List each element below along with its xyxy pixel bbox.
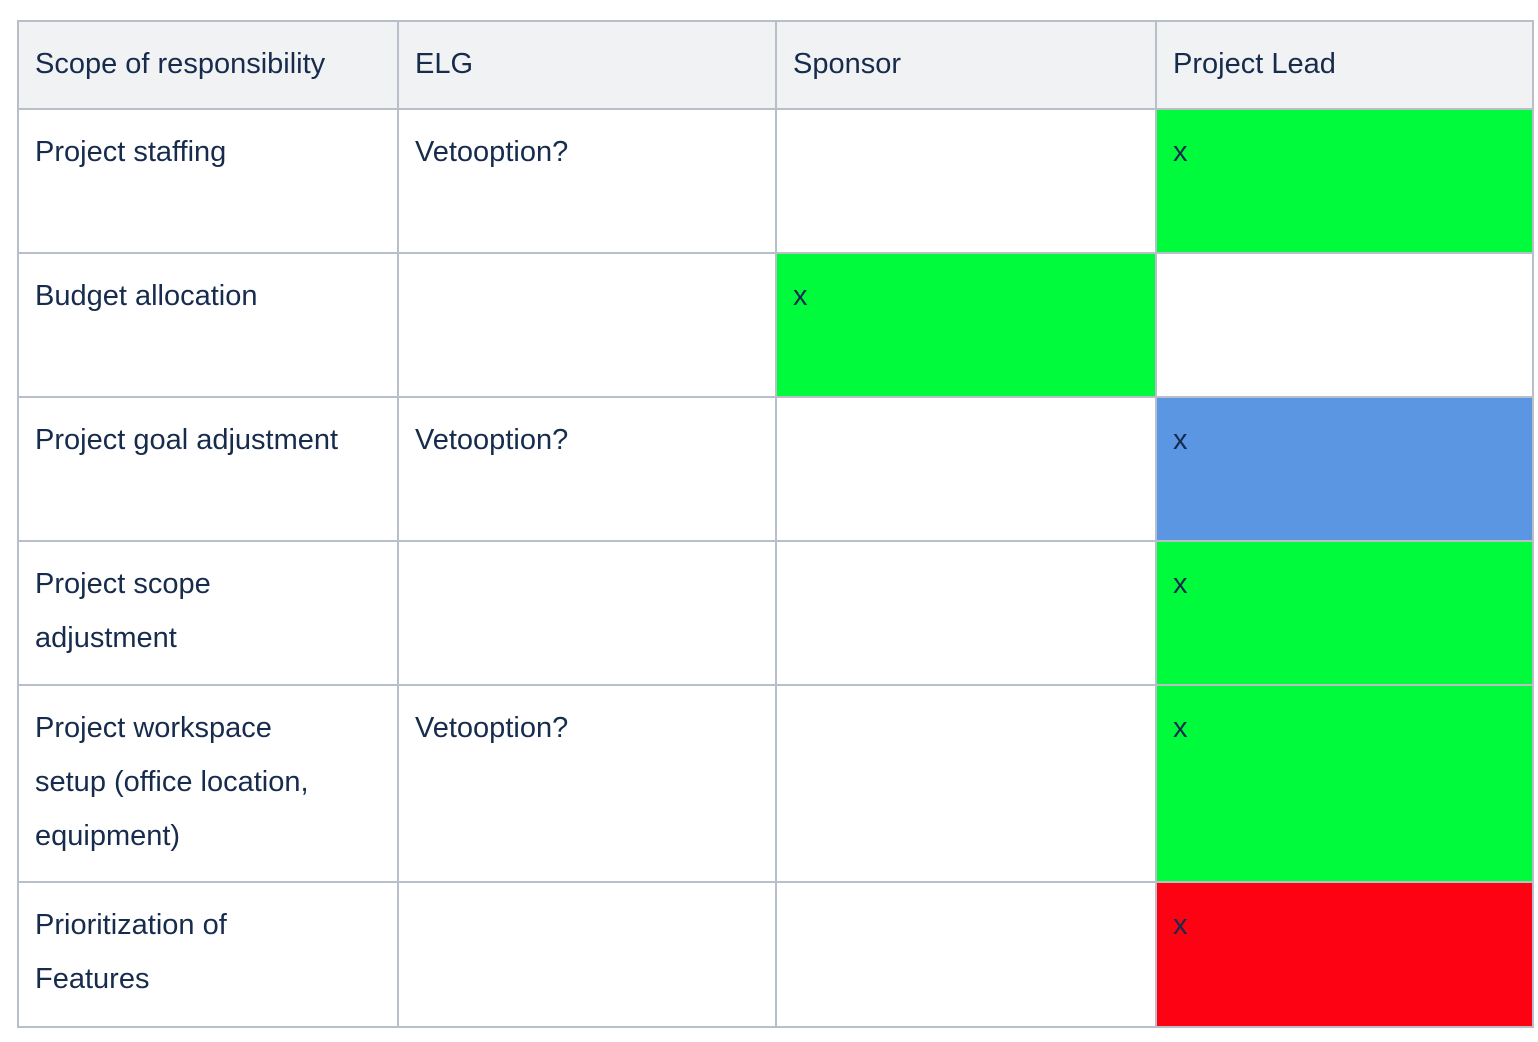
- row-label-cell: Budget allocation: [17, 252, 399, 398]
- row-label-cell: Project scope adjustment: [17, 540, 399, 686]
- responsibility-table-container: Scope of responsibility ELG Sponsor Project…: [17, 20, 1534, 1028]
- table-cell: Vetooption?: [397, 108, 777, 254]
- table-row: Budget allocation x: [17, 252, 1534, 398]
- table-cell: x: [1155, 396, 1534, 542]
- row-label-cell: Prioritization of Features: [17, 881, 399, 1028]
- table-row: Project staffing Vetooption? x: [17, 108, 1534, 254]
- table-row: Project goal adjustment Vetooption? x: [17, 396, 1534, 542]
- table-cell: [397, 540, 777, 686]
- table-row: Project workspace setup (office location…: [17, 684, 1534, 883]
- table-cell: [775, 684, 1157, 883]
- table-cell: [775, 396, 1157, 542]
- column-header-sponsor: Sponsor: [775, 20, 1157, 110]
- row-label-cell: Project staffing: [17, 108, 399, 254]
- table-body: Project staffing Vetooption? x Budget alloc…: [17, 108, 1534, 1028]
- row-label-cell: Project workspace setup (office location…: [17, 684, 399, 883]
- table-row: Prioritization of Features x: [17, 881, 1534, 1028]
- table-cell: Vetooption?: [397, 396, 777, 542]
- table-header-row: Scope of responsibility ELG Sponsor Project…: [17, 20, 1534, 110]
- table-cell: [775, 881, 1157, 1028]
- column-header-project-lead: Project Lead: [1155, 20, 1534, 110]
- table-cell: [397, 252, 777, 398]
- table-header: Scope of responsibility ELG Sponsor Project…: [17, 20, 1534, 110]
- table-cell: [1155, 252, 1534, 398]
- row-label-cell: Project goal adjustment: [17, 396, 399, 542]
- table-cell: x: [1155, 684, 1534, 883]
- table-cell: [397, 881, 777, 1028]
- table-cell: x: [1155, 540, 1534, 686]
- responsibility-table: Scope of responsibility ELG Sponsor Project…: [17, 20, 1534, 1028]
- table-cell: x: [1155, 881, 1534, 1028]
- column-header-elg: ELG: [397, 20, 777, 110]
- table-row: Project scope adjustment x: [17, 540, 1534, 686]
- table-cell: x: [775, 252, 1157, 398]
- table-cell: x: [1155, 108, 1534, 254]
- column-header-scope-of-responsibility: Scope of responsibility: [17, 20, 399, 110]
- table-cell: [775, 108, 1157, 254]
- table-cell: Vetooption?: [397, 684, 777, 883]
- table-cell: [775, 540, 1157, 686]
